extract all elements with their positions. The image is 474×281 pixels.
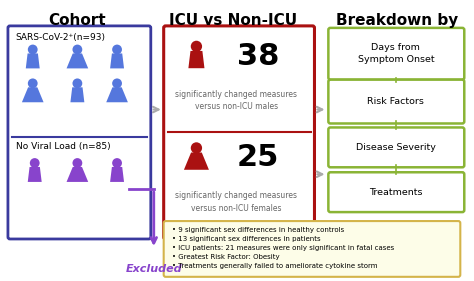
Circle shape: [112, 78, 122, 88]
Text: • 9 significant sex differences in healthy controls
• 13 significant sex differe: • 9 significant sex differences in healt…: [172, 227, 394, 269]
Polygon shape: [110, 53, 124, 68]
Text: significantly changed measures
versus non-ICU females: significantly changed measures versus no…: [175, 191, 297, 213]
FancyBboxPatch shape: [8, 26, 151, 239]
Circle shape: [28, 78, 37, 88]
Circle shape: [73, 78, 82, 88]
Text: 38: 38: [237, 42, 279, 71]
Polygon shape: [28, 167, 42, 182]
Polygon shape: [66, 167, 88, 182]
Polygon shape: [26, 53, 40, 68]
Text: Breakdown by: Breakdown by: [336, 13, 458, 28]
Text: Cohort: Cohort: [48, 13, 106, 28]
Text: Treatments: Treatments: [369, 188, 423, 197]
Text: Days from
Symptom Onset: Days from Symptom Onset: [357, 43, 434, 64]
Text: No Viral Load (n=85): No Viral Load (n=85): [16, 142, 110, 151]
Polygon shape: [71, 87, 84, 102]
Text: significantly changed measures
versus non-ICU males: significantly changed measures versus no…: [175, 90, 297, 111]
FancyBboxPatch shape: [328, 80, 464, 123]
Text: ICU vs Non-ICU: ICU vs Non-ICU: [169, 13, 297, 28]
Polygon shape: [66, 53, 88, 68]
FancyBboxPatch shape: [328, 28, 464, 80]
Circle shape: [28, 45, 37, 55]
Polygon shape: [22, 87, 44, 102]
Polygon shape: [188, 51, 204, 68]
Circle shape: [191, 142, 202, 154]
FancyBboxPatch shape: [328, 172, 464, 212]
FancyBboxPatch shape: [164, 26, 314, 239]
Circle shape: [30, 158, 40, 168]
Circle shape: [112, 158, 122, 168]
Text: 25: 25: [237, 143, 279, 172]
FancyBboxPatch shape: [328, 128, 464, 167]
Text: Excluded: Excluded: [126, 264, 182, 274]
Text: Risk Factors: Risk Factors: [367, 97, 424, 106]
Polygon shape: [110, 167, 124, 182]
Text: SARS-CoV-2⁺(n=93): SARS-CoV-2⁺(n=93): [16, 33, 106, 42]
Polygon shape: [106, 87, 128, 102]
Text: Disease Severity: Disease Severity: [356, 143, 436, 152]
Polygon shape: [184, 153, 209, 170]
Circle shape: [112, 45, 122, 55]
FancyBboxPatch shape: [164, 221, 460, 277]
Circle shape: [191, 41, 202, 52]
Circle shape: [73, 45, 82, 55]
Circle shape: [73, 158, 82, 168]
